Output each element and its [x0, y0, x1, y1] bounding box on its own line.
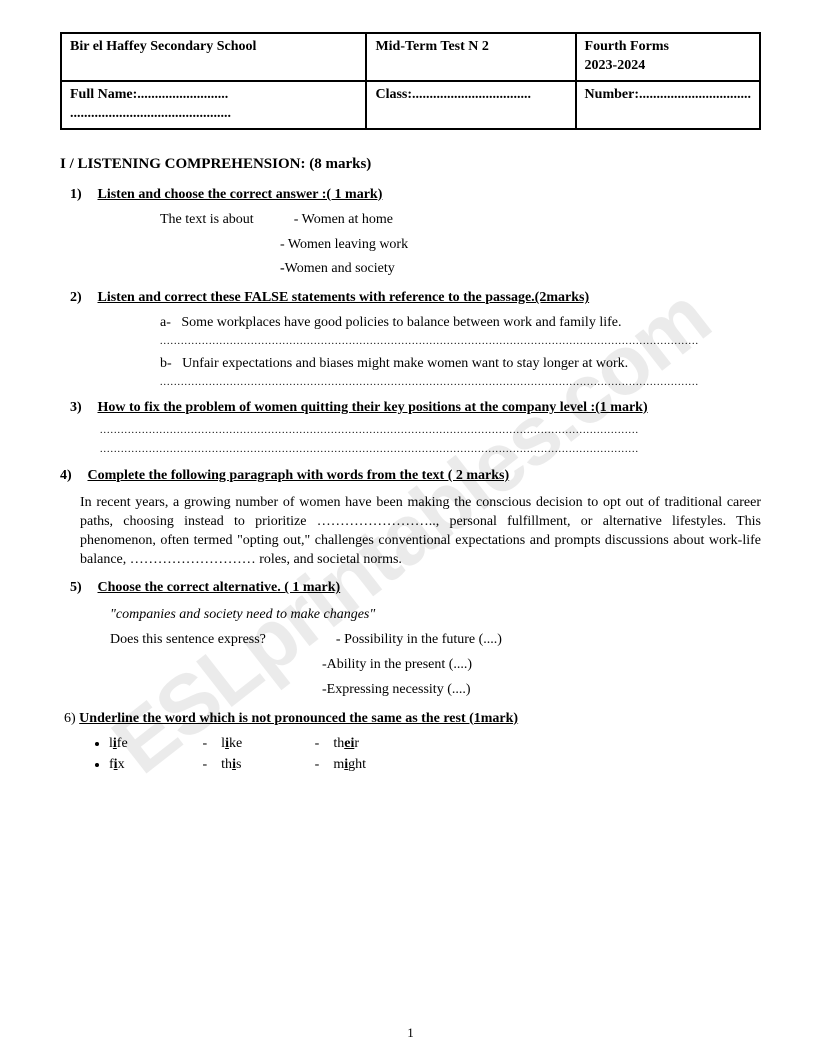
q3-line1: ........................................… — [100, 424, 761, 438]
q5-opt-a: - Possibility in the future (....) — [336, 631, 502, 650]
section-title: I / LISTENING COMPREHENSION: (8 marks) — [60, 154, 761, 174]
q4-num: 4) — [60, 467, 84, 486]
question-5: 5) Choose the correct alternative. ( 1 m… — [70, 579, 761, 699]
name-cell: Full Name:.......................... ...… — [61, 81, 366, 129]
level-line2: 2023-2024 — [585, 58, 646, 73]
q1-lead: The text is about — [160, 211, 254, 230]
q6-title: Underline the word which is not pronounc… — [79, 711, 518, 726]
q5-lead: Does this sentence express? — [110, 631, 266, 650]
q1-opt-b: - Women leaving work — [280, 236, 761, 255]
q5-opt-c: -Expressing necessity (....) — [322, 681, 761, 700]
q3-line2: ........................................… — [100, 443, 761, 457]
q5-opt-b: -Ability in the present (....) — [322, 656, 761, 675]
q2-a-line: ........................................… — [160, 335, 761, 349]
q2-b-label: b- — [160, 356, 172, 371]
q5-quote: "companies and society need to make chan… — [110, 606, 761, 625]
test-cell: Mid-Term Test N 2 — [366, 33, 575, 81]
number-cell: Number:................................ — [576, 81, 760, 129]
question-4: 4) Complete the following paragraph with… — [60, 467, 761, 569]
q4-paragraph: In recent years, a growing number of wom… — [80, 494, 761, 570]
class-cell: Class:.................................. — [366, 81, 575, 129]
q5-num: 5) — [70, 579, 94, 598]
q3-title: How to fix the problem of women quitting… — [98, 400, 648, 415]
header-table: Bir el Haffey Secondary School Mid-Term … — [60, 32, 761, 130]
q6-row2: fix - this - might — [109, 756, 761, 775]
school-cell: Bir el Haffey Secondary School — [61, 33, 366, 81]
q1-opt-a: - Women at home — [294, 211, 393, 230]
level-cell: Fourth Forms 2023-2024 — [576, 33, 760, 81]
q2-a-label: a- — [160, 315, 171, 330]
level-line1: Fourth Forms — [585, 39, 669, 54]
q6-num: 6) — [64, 711, 76, 726]
q2-num: 2) — [70, 289, 94, 308]
page-number: 1 — [407, 1024, 414, 1042]
q4-title: Complete the following paragraph with wo… — [88, 468, 510, 483]
q2-a-text: Some workplaces have good policies to ba… — [181, 315, 621, 330]
name-dots: ........................................… — [70, 106, 231, 121]
q1-num: 1) — [70, 186, 94, 205]
q2-title: Listen and correct these FALSE statement… — [98, 290, 590, 305]
q5-title: Choose the correct alternative. ( 1 mark… — [98, 580, 341, 595]
q2-b-line: ........................................… — [160, 376, 761, 390]
q6-row1: life - like - their — [109, 735, 761, 754]
question-1: 1) Listen and choose the correct answer … — [70, 186, 761, 280]
q3-num: 3) — [70, 399, 94, 418]
question-3: 3) How to fix the problem of women quitt… — [70, 399, 761, 457]
q2-b-text: Unfair expectations and biases might mak… — [182, 356, 628, 371]
name-label: Full Name:.......................... — [70, 87, 228, 102]
q1-title: Listen and choose the correct answer :( … — [98, 187, 383, 202]
q1-opt-c: --Women and societyWomen and society — [280, 260, 761, 279]
question-6: 6) Underline the word which is not prono… — [64, 710, 761, 775]
question-2: 2) Listen and correct these FALSE statem… — [70, 289, 761, 389]
